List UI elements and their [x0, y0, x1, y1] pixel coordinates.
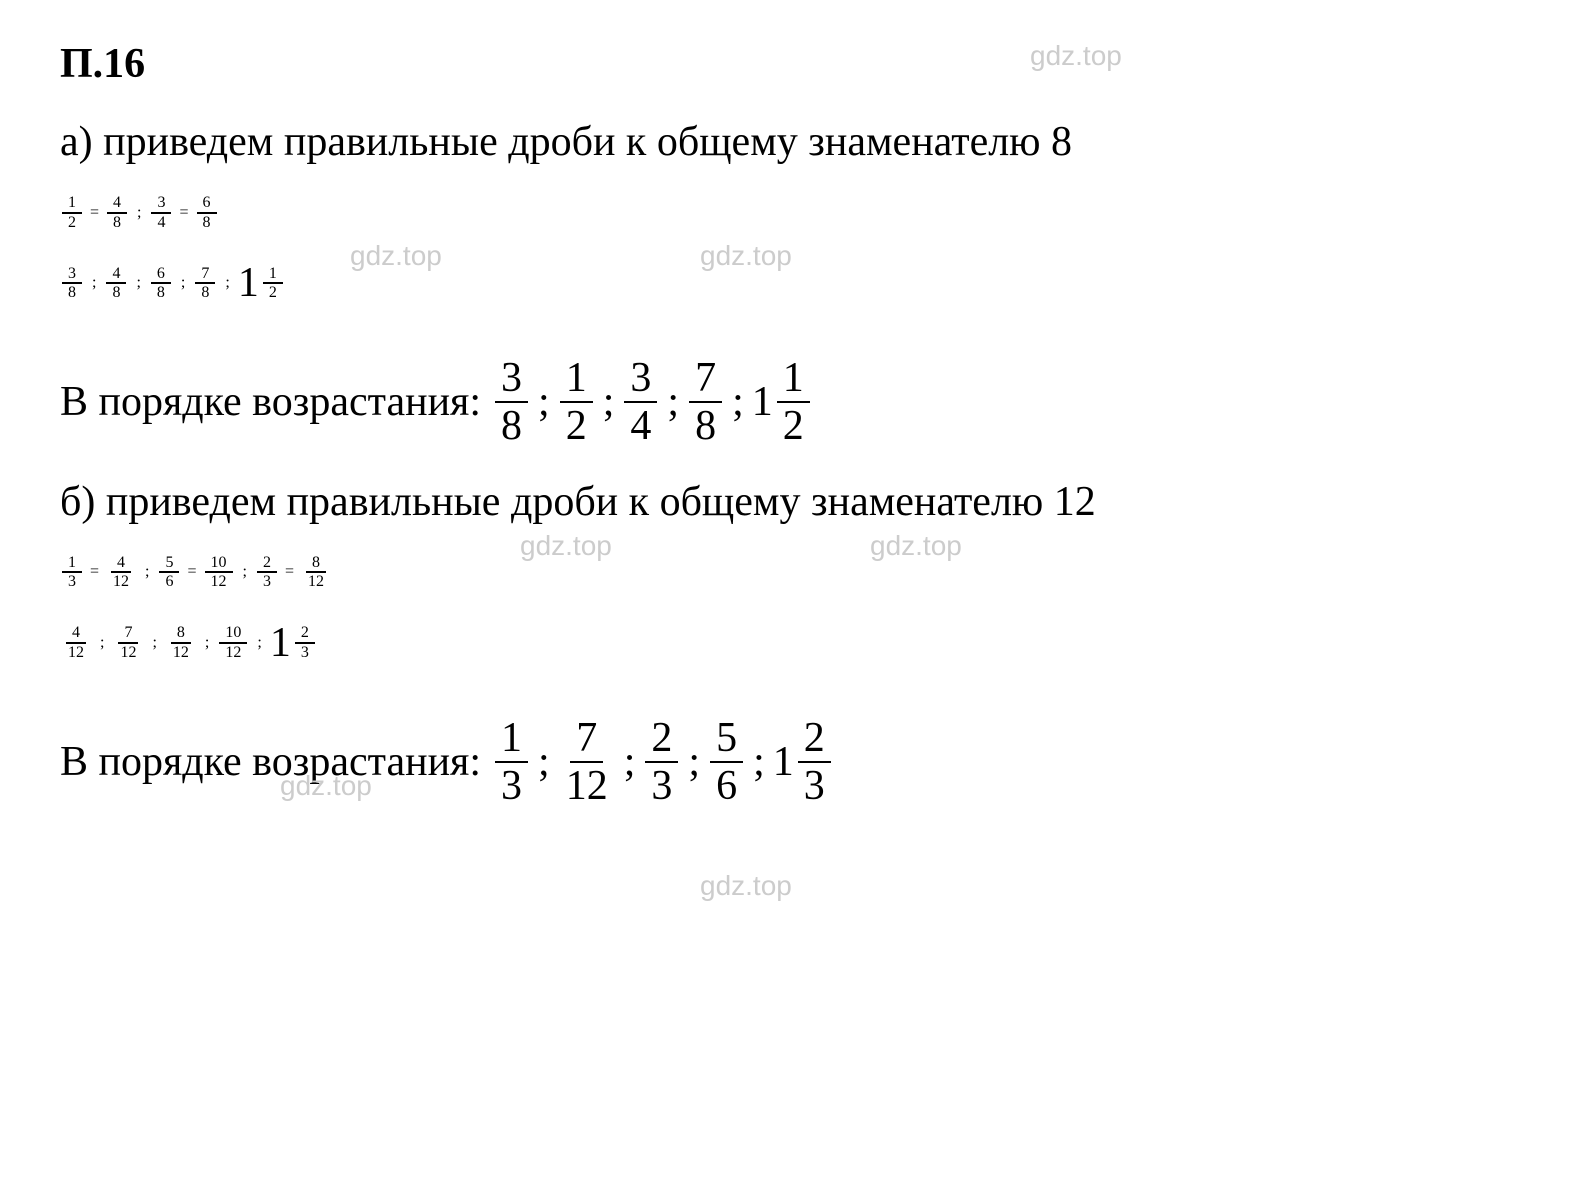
fraction: 7 8: [195, 265, 215, 302]
separator: ;: [243, 563, 247, 581]
part-a-intro: а) приведем правильные дроби к общему зн…: [60, 118, 1517, 166]
equals-sign: =: [285, 563, 294, 581]
fraction: 1 2: [560, 355, 593, 449]
equals-sign: =: [90, 563, 99, 581]
separator: ;: [538, 738, 550, 786]
separator: ;: [145, 563, 149, 581]
equals-sign: =: [187, 563, 196, 581]
fraction: 1 2: [263, 265, 283, 302]
separator: ;: [181, 274, 185, 292]
fraction: 6 8: [197, 194, 217, 231]
separator: ;: [137, 204, 141, 222]
mixed-fraction: 1 2 3: [270, 619, 317, 667]
separator: ;: [688, 738, 700, 786]
fraction: 3 4: [624, 355, 657, 449]
fraction: 5 6: [710, 715, 743, 809]
fraction: 8 12: [167, 624, 195, 661]
fraction: 2 3: [798, 715, 831, 809]
separator: ;: [732, 378, 744, 426]
fraction: 10 12: [219, 624, 247, 661]
part-b-ascending: В порядке возрастания: 1 3 ; 7 12 ; 2 3 …: [60, 715, 1517, 809]
part-b-conversions: 1 3 = 4 12 ; 5 6 = 10 12 ; 2 3 = 8 12: [60, 554, 1517, 591]
page-title: П.16: [60, 40, 1517, 88]
separator: ;: [257, 634, 261, 652]
separator: ;: [92, 274, 96, 292]
separator: ;: [136, 274, 140, 292]
mixed-fraction: 1 1 2: [752, 355, 812, 449]
fraction: 3 8: [62, 265, 82, 302]
fraction: 4 8: [107, 194, 127, 231]
mixed-fraction: 1 2 3: [773, 715, 833, 809]
part-a-conversions: 1 2 = 4 8 ; 3 4 = 6 8: [60, 194, 1517, 231]
separator: ;: [205, 634, 209, 652]
fraction: 3 4: [151, 194, 171, 231]
separator: ;: [538, 378, 550, 426]
fraction: 8 12: [302, 554, 330, 591]
separator: ;: [100, 634, 104, 652]
separator: ;: [753, 738, 765, 786]
part-b-list: 4 12 ; 7 12 ; 8 12 ; 10 12 ; 1 2 3: [60, 619, 1517, 667]
fraction: 5 6: [159, 554, 179, 591]
separator: ;: [624, 738, 636, 786]
ascending-label: В порядке возрастания:: [60, 738, 481, 786]
fraction: 2 3: [295, 624, 315, 661]
separator: ;: [152, 634, 156, 652]
fraction: 3 8: [495, 355, 528, 449]
separator: ;: [603, 378, 615, 426]
fraction: 4 12: [107, 554, 135, 591]
fraction: 2 3: [645, 715, 678, 809]
fraction: 1 2: [777, 355, 810, 449]
fraction: 4 8: [106, 265, 126, 302]
fraction: 10 12: [205, 554, 233, 591]
separator: ;: [225, 274, 229, 292]
fraction: 1 3: [495, 715, 528, 809]
separator: ;: [667, 378, 679, 426]
part-a-list: 3 8 ; 4 8 ; 6 8 ; 7 8 ; 1 1 2: [60, 259, 1517, 307]
fraction: 7 12: [114, 624, 142, 661]
fraction: 1 2: [62, 194, 82, 231]
watermark: gdz.top: [700, 870, 792, 902]
mixed-fraction: 1 1 2: [238, 259, 285, 307]
fraction: 4 12: [62, 624, 90, 661]
ascending-label: В порядке возрастания:: [60, 378, 481, 426]
fraction: 2 3: [257, 554, 277, 591]
fraction: 1 3: [62, 554, 82, 591]
equals-sign: =: [90, 204, 99, 222]
equals-sign: =: [179, 204, 188, 222]
fraction: 6 8: [151, 265, 171, 302]
fraction: 7 12: [560, 715, 614, 809]
part-b-intro: б) приведем правильные дроби к общему зн…: [60, 478, 1517, 526]
part-a-ascending: В порядке возрастания: 3 8 ; 1 2 ; 3 4 ;…: [60, 355, 1517, 449]
fraction: 7 8: [689, 355, 722, 449]
